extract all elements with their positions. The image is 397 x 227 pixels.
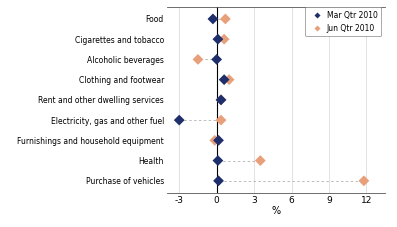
- Jun Qtr 2010: [218, 118, 224, 122]
- Jun Qtr 2010: [218, 98, 224, 102]
- Jun Qtr 2010: [361, 179, 367, 183]
- Legend: Mar Qtr 2010, Jun Qtr 2010: Mar Qtr 2010, Jun Qtr 2010: [305, 7, 381, 36]
- Mar Qtr 2010: [218, 98, 224, 102]
- Jun Qtr 2010: [222, 17, 229, 21]
- X-axis label: %: %: [272, 206, 280, 216]
- Mar Qtr 2010: [215, 37, 221, 41]
- Mar Qtr 2010: [215, 179, 222, 183]
- Mar Qtr 2010: [221, 78, 227, 81]
- Mar Qtr 2010: [214, 58, 220, 61]
- Mar Qtr 2010: [215, 138, 222, 142]
- Jun Qtr 2010: [212, 138, 218, 142]
- Jun Qtr 2010: [226, 78, 232, 81]
- Mar Qtr 2010: [215, 159, 221, 162]
- Mar Qtr 2010: [210, 17, 216, 21]
- Mar Qtr 2010: [176, 118, 182, 122]
- Jun Qtr 2010: [257, 159, 264, 162]
- Jun Qtr 2010: [195, 58, 201, 61]
- Jun Qtr 2010: [221, 37, 227, 41]
